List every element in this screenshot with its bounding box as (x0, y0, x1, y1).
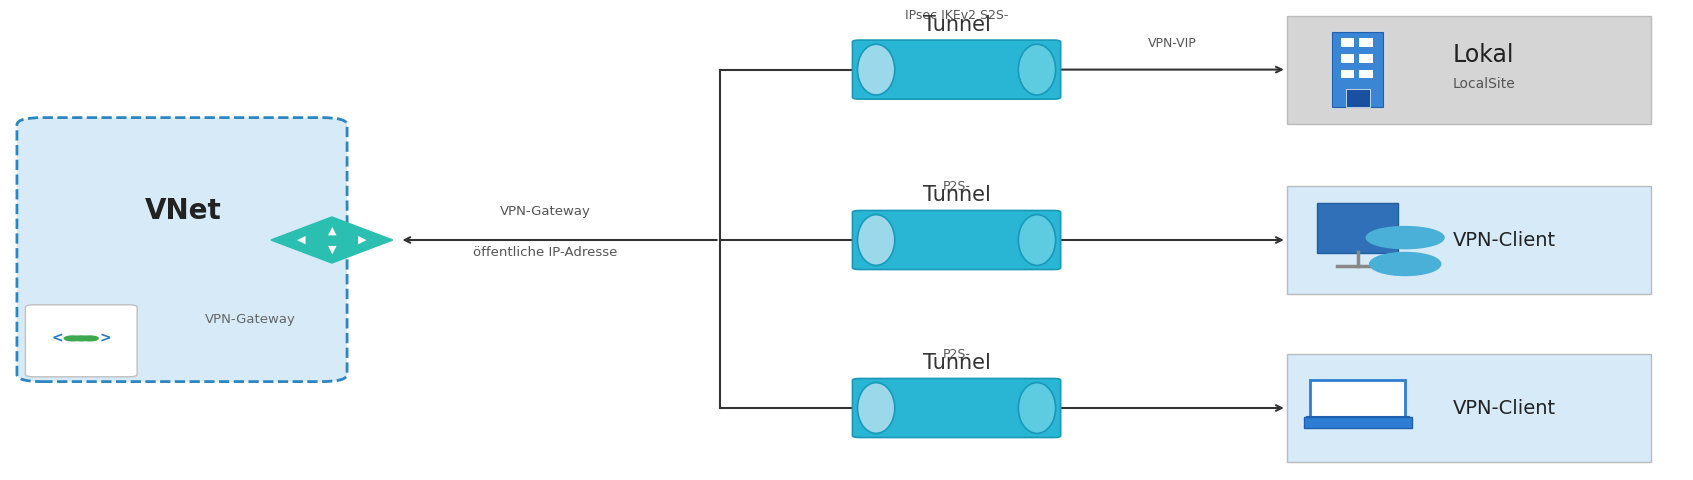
Text: öffentliche IP-Adresse: öffentliche IP-Adresse (472, 246, 618, 259)
Text: VPN-VIP: VPN-VIP (1148, 36, 1197, 50)
Ellipse shape (1017, 383, 1056, 433)
FancyBboxPatch shape (25, 305, 137, 377)
Text: ▲: ▲ (327, 226, 337, 235)
Text: IPsec IKEv2 S2S-: IPsec IKEv2 S2S- (904, 9, 1009, 22)
Text: VNet: VNet (144, 197, 222, 225)
FancyBboxPatch shape (1359, 70, 1373, 79)
Ellipse shape (1017, 44, 1056, 95)
Text: LocalSite: LocalSite (1453, 77, 1515, 91)
FancyBboxPatch shape (1287, 354, 1651, 462)
Circle shape (64, 336, 81, 341)
FancyBboxPatch shape (1359, 38, 1373, 47)
Text: Tunnel: Tunnel (923, 185, 990, 205)
Text: Lokal: Lokal (1453, 43, 1514, 67)
FancyBboxPatch shape (1287, 186, 1651, 294)
FancyBboxPatch shape (1341, 70, 1354, 79)
Text: ▼: ▼ (327, 245, 337, 254)
Circle shape (81, 336, 98, 341)
FancyBboxPatch shape (852, 40, 1060, 99)
FancyBboxPatch shape (1332, 33, 1383, 107)
Text: <: < (52, 331, 63, 346)
FancyBboxPatch shape (1341, 54, 1354, 63)
FancyBboxPatch shape (1287, 16, 1651, 124)
FancyBboxPatch shape (852, 210, 1060, 270)
FancyBboxPatch shape (1304, 417, 1412, 428)
Text: VPN-Client: VPN-Client (1453, 398, 1556, 418)
FancyBboxPatch shape (852, 378, 1060, 438)
Ellipse shape (1370, 252, 1441, 276)
Text: ▶: ▶ (357, 235, 367, 245)
Text: Tunnel: Tunnel (923, 353, 990, 373)
Text: VPN-Gateway: VPN-Gateway (205, 312, 296, 326)
FancyBboxPatch shape (1341, 38, 1354, 47)
FancyBboxPatch shape (1346, 88, 1370, 107)
Ellipse shape (857, 383, 894, 433)
FancyBboxPatch shape (1310, 380, 1405, 418)
Text: P2S-: P2S- (943, 348, 970, 360)
Ellipse shape (1017, 215, 1056, 265)
Ellipse shape (857, 215, 894, 265)
Text: P2S-: P2S- (943, 180, 970, 192)
FancyBboxPatch shape (17, 118, 347, 382)
Circle shape (73, 336, 90, 341)
Polygon shape (271, 217, 393, 263)
Text: >: > (100, 331, 110, 346)
Ellipse shape (857, 44, 894, 95)
FancyBboxPatch shape (1317, 203, 1398, 253)
Text: Tunnel: Tunnel (923, 15, 990, 35)
Text: VPN-Gateway: VPN-Gateway (499, 205, 591, 218)
Text: ◀: ◀ (296, 235, 306, 245)
FancyBboxPatch shape (1359, 54, 1373, 63)
Text: VPN-Client: VPN-Client (1453, 230, 1556, 250)
Circle shape (1366, 227, 1444, 249)
